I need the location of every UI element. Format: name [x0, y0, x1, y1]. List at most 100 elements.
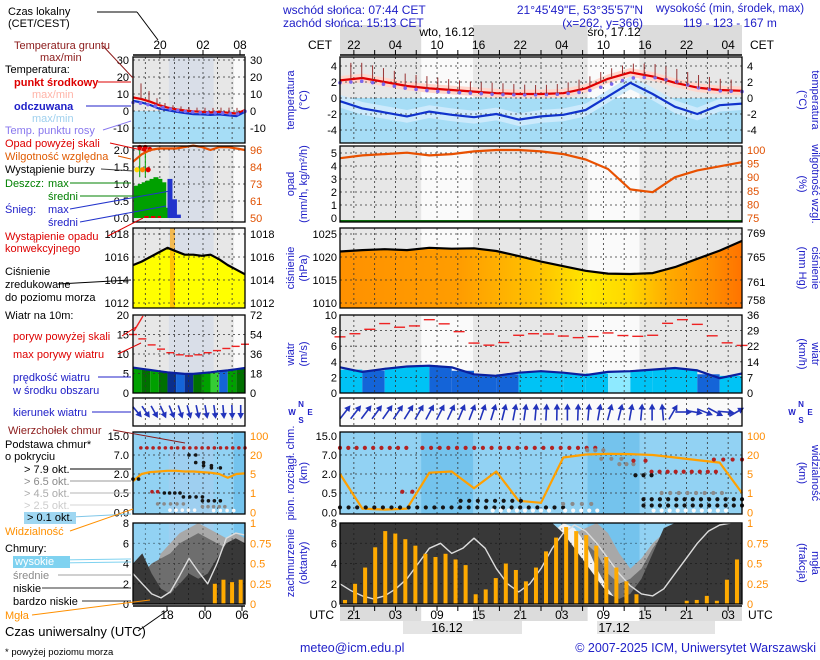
dew-point-dot	[588, 88, 592, 93]
tick-label: 20	[747, 450, 759, 462]
wind-fill-column	[150, 370, 159, 393]
axis-title: (mm Hg)	[796, 247, 808, 290]
wind-fill-column	[652, 368, 675, 393]
dew-point-dot	[566, 91, 570, 96]
cloud-dot-white	[514, 508, 519, 513]
wind-speed-line	[339, 364, 743, 380]
cloud-dot-black	[518, 498, 524, 503]
cloud-dot-black	[380, 505, 386, 510]
fog-bar	[533, 567, 538, 604]
date-band	[403, 621, 522, 634]
arrow-head	[671, 404, 678, 412]
dew-point-dot	[696, 85, 701, 90]
cloud-dot-black	[389, 505, 394, 510]
arrow-head	[203, 412, 210, 419]
tick-label: 0	[250, 106, 256, 118]
label-podstawa-2: o pokryciu	[5, 451, 56, 463]
arrow-head	[152, 411, 158, 419]
rain-bar	[133, 185, 139, 218]
tick-label: 1010	[313, 298, 337, 310]
dew-point-dot	[501, 92, 505, 97]
cloud-dot-black	[707, 503, 712, 508]
rain-bar	[137, 184, 143, 218]
cloud-dot-red	[145, 446, 149, 450]
label-okt79: > 7.9 okt.	[24, 464, 70, 476]
wind-fill-column	[585, 373, 608, 393]
tick-label: 4	[331, 161, 337, 173]
arrow-head	[169, 411, 176, 419]
cloud-dot-red	[194, 446, 198, 450]
dew-point-dot	[359, 79, 364, 84]
cloud-dot-white	[571, 508, 576, 513]
axis-title: ciśnienie	[285, 247, 297, 290]
feel-temp-line	[339, 81, 743, 121]
day-band	[421, 146, 474, 222]
wind-arrow	[350, 405, 362, 420]
arrow-head	[706, 409, 713, 416]
wind-fill-column	[176, 373, 185, 393]
cloud-dot-white	[180, 508, 185, 512]
tick-label: 7.0	[114, 450, 129, 462]
cloud-dot-black	[218, 499, 223, 503]
label-connector	[109, 142, 147, 152]
cloud-dot-white	[579, 508, 584, 513]
label-wilgotnosc: Wilgotność względna	[5, 151, 109, 163]
cloud-dot-black	[561, 505, 566, 510]
wind-arrow	[159, 405, 167, 419]
contact-email-link[interactable]: meteo@icm.edu.pl	[300, 641, 405, 655]
arrow-head	[628, 403, 635, 411]
fog-bar	[453, 559, 458, 604]
dew-point-dot	[414, 87, 418, 92]
label-okt45: > 4.5 okt.	[24, 488, 70, 500]
label-okt65: > 6.5 okt.	[24, 476, 70, 488]
label-punkt-rosy: Temp. punktu rosy	[5, 125, 95, 137]
tick-label: 0	[123, 599, 129, 611]
tick-label: 100	[747, 145, 765, 157]
label-opad-konw-1: Wystąpienie opadu	[5, 231, 99, 243]
bottom-tick-label: 21	[514, 608, 528, 622]
copyright: © 2007-2025 ICM, Uniwersytet Warszawski	[575, 641, 816, 655]
tick-label: 20	[117, 72, 129, 84]
label-temp-gruntu-sub: max/min	[40, 52, 82, 64]
tick-label: 7.0	[322, 450, 337, 462]
cloud-dot-white	[723, 508, 729, 513]
top-tick-label: 04	[555, 38, 569, 52]
wind-arrow	[685, 409, 703, 416]
wind-arrow	[543, 403, 550, 421]
cloud-dot-black	[432, 505, 437, 510]
cloud-dot-gray	[570, 501, 575, 507]
wind-arrow	[203, 404, 210, 419]
cloud-dot-black	[187, 453, 191, 457]
tick-label: -10	[113, 123, 129, 135]
wind-arrow	[237, 405, 244, 419]
day-label: wto, 16.12	[418, 25, 475, 39]
cloud-dot-red	[346, 445, 351, 450]
cloud-dot-black	[501, 498, 506, 503]
arrow-head	[532, 403, 540, 410]
axis-title: (m/s)	[298, 341, 310, 366]
cloud-dot-white	[186, 508, 191, 512]
compass-right-w: W	[788, 408, 796, 417]
tick-label: 0	[331, 388, 337, 400]
cloud-dot-black	[201, 463, 206, 468]
top-tick-label: 22	[347, 38, 361, 52]
dew-point-dot	[598, 85, 603, 90]
cloud-dot-black	[543, 505, 549, 510]
tick-label: 18	[250, 369, 262, 381]
compass-left-s: S	[298, 416, 304, 425]
dew-point-dot	[490, 92, 494, 96]
arrow-head	[375, 405, 382, 412]
arrow-head	[596, 403, 603, 411]
wind-arrow	[511, 403, 519, 421]
fog-bar	[343, 599, 348, 604]
label-connector	[102, 120, 132, 131]
label-cisnienie-1: Ciśnienie	[5, 266, 51, 278]
axis-title: (%)	[796, 175, 808, 192]
cloud-dot-gray	[601, 448, 606, 453]
cloud-dot-red	[446, 445, 451, 450]
tick-label: 1020	[313, 252, 337, 264]
wind-fill-column	[697, 374, 720, 393]
cloud-dot-black	[209, 466, 214, 470]
axis-title: (km/h)	[796, 338, 808, 369]
